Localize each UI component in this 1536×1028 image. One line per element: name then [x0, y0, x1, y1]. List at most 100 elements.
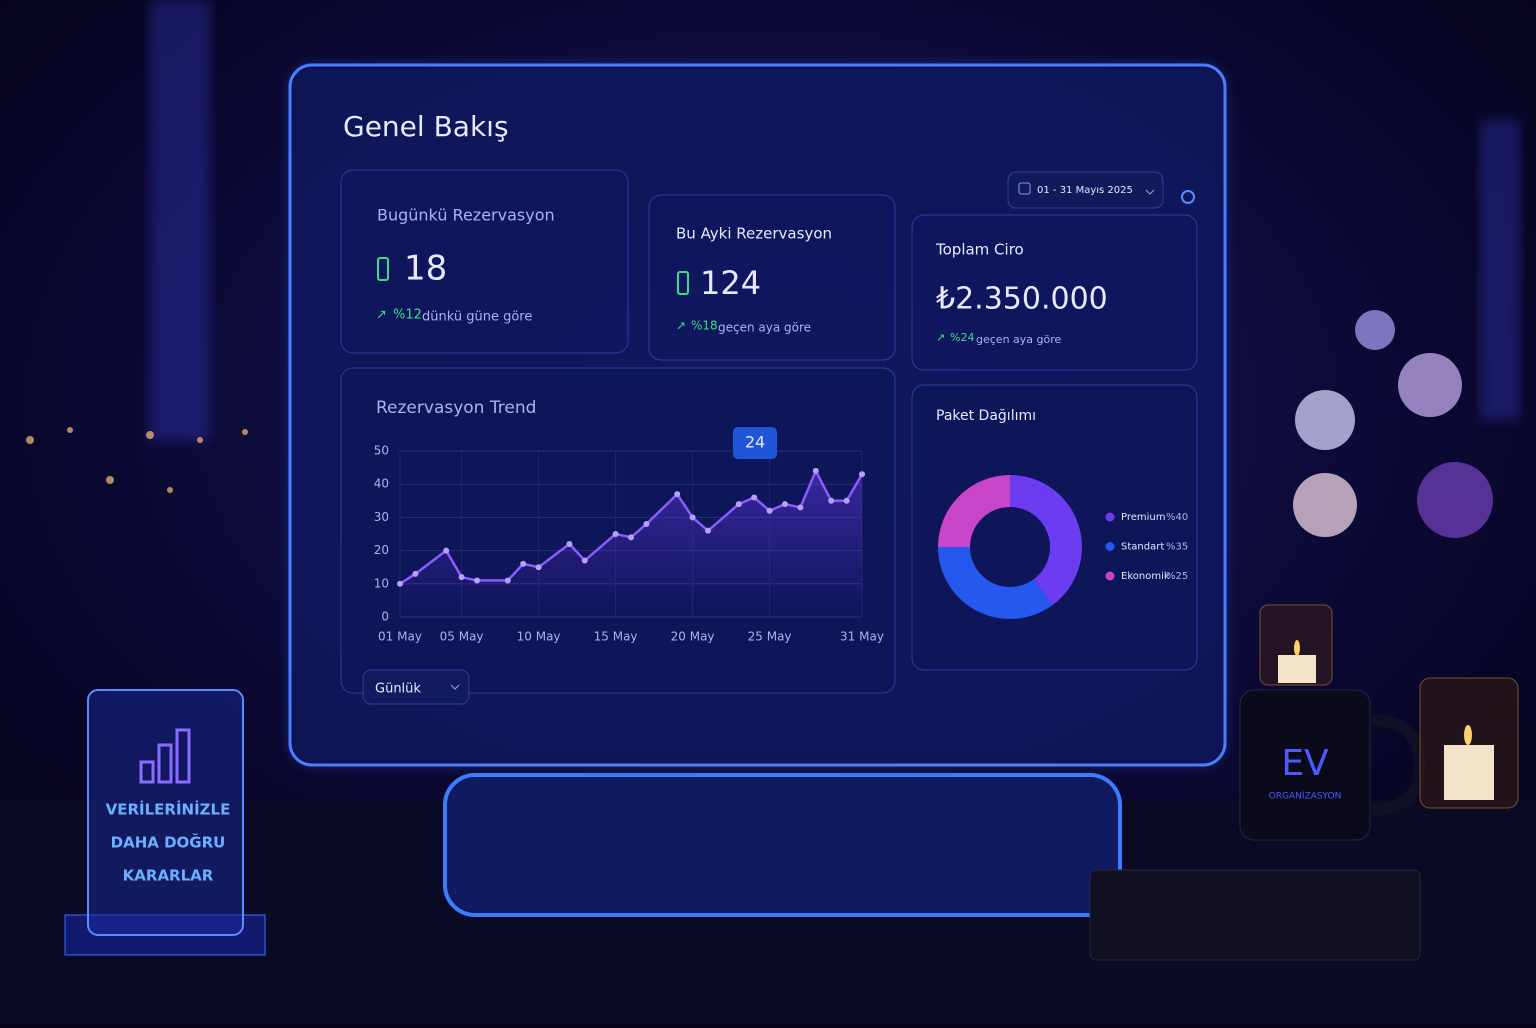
trend-arrow: ↗	[676, 319, 686, 333]
legend-swatch	[1105, 512, 1115, 522]
legend-value: %25	[1166, 571, 1188, 582]
bokeh	[26, 427, 248, 493]
point	[566, 540, 573, 547]
dropdown-label: Günlük	[375, 682, 421, 697]
legend-value: %40	[1166, 512, 1188, 523]
legend-value: %35	[1166, 542, 1188, 553]
y-tick-label: 0	[381, 610, 389, 624]
x-tick-label: 31 May	[840, 630, 884, 644]
point	[843, 497, 850, 504]
point	[612, 531, 619, 537]
donut-slice	[1010, 475, 1082, 606]
trend-arrow: ↗	[376, 308, 387, 323]
x-tick-label: 01 May	[378, 630, 422, 644]
kpi-change: %18	[691, 319, 718, 333]
point	[766, 507, 773, 514]
legend-swatch	[1105, 542, 1115, 551]
mug	[1239, 689, 1371, 841]
kpi-value: 124	[700, 264, 761, 302]
chevron	[1145, 189, 1155, 195]
point	[474, 577, 480, 584]
y-tick-label: 10	[374, 576, 389, 590]
kpi-value: ₺2.350.000	[936, 282, 1108, 317]
point	[797, 504, 804, 511]
kpi-icon	[377, 257, 389, 281]
dropdown[interactable]	[362, 669, 470, 705]
flame	[1464, 725, 1472, 745]
title: Genel Bakış	[343, 110, 509, 143]
point	[443, 547, 450, 554]
trend-arrow: ↗	[936, 331, 945, 344]
sign-text: VERİLERİNİZLE	[106, 800, 231, 819]
donut-slice	[938, 475, 1010, 547]
point	[705, 527, 711, 534]
kpi-note: geçen aya göre	[976, 333, 1062, 346]
kpi-card	[648, 194, 896, 361]
date-picker[interactable]	[1007, 171, 1164, 209]
kpi-label: Bu Ayki Rezervasyon	[676, 225, 832, 243]
sign-text: KARARLAR	[123, 867, 214, 885]
x-tick-label: 10 May	[517, 630, 561, 644]
sign	[87, 689, 244, 936]
point	[828, 497, 835, 504]
tooltip	[733, 427, 777, 459]
sign-text: DAHA DOĞRU	[111, 833, 226, 852]
y-tick-label: 40	[374, 477, 389, 491]
mug-logo: EV	[1281, 743, 1329, 784]
kpi-label: Toplam Ciro	[935, 241, 1024, 259]
settings-icon[interactable]	[1181, 190, 1195, 204]
x-tick-label: 20 May	[671, 630, 715, 644]
candle	[1444, 745, 1494, 800]
point	[397, 580, 403, 587]
kpi-note: geçen aya göre	[718, 321, 811, 335]
chevron	[450, 684, 460, 690]
stand	[443, 773, 1122, 917]
point	[412, 570, 419, 577]
point	[735, 501, 742, 508]
legend-label: Standart	[1121, 542, 1164, 553]
point	[458, 574, 465, 581]
chart-title: Rezervasyon Trend	[376, 398, 536, 418]
notebook	[1089, 869, 1421, 961]
calendar-icon	[1018, 182, 1031, 195]
kpi-card	[911, 214, 1198, 371]
point	[751, 494, 758, 501]
point	[535, 564, 542, 571]
point	[859, 471, 865, 478]
point	[643, 521, 650, 528]
light-beam	[1480, 120, 1520, 420]
candle	[1278, 655, 1316, 683]
y-tick-label: 50	[374, 444, 389, 458]
sign-icon	[139, 728, 191, 784]
flowers	[1293, 310, 1493, 538]
kpi-change: %24	[950, 331, 974, 344]
point	[581, 557, 588, 564]
x-tick-label: 05 May	[440, 630, 484, 644]
y-tick-label: 30	[374, 510, 389, 524]
x-tick-label: 15 May	[594, 630, 638, 644]
kpi-icon	[677, 271, 689, 295]
x-tick-label: 25 May	[748, 630, 792, 644]
chart-title: Paket Dağılımı	[936, 408, 1036, 424]
legend-label: Ekonomik	[1121, 571, 1170, 582]
y-tick-label: 20	[374, 543, 389, 557]
line-area	[400, 470, 862, 617]
flame	[1294, 640, 1300, 656]
point	[504, 577, 511, 584]
kpi-note: dünkü güne göre	[422, 310, 532, 325]
point	[520, 560, 527, 567]
tooltip-text: 24	[745, 433, 765, 452]
kpi-label: Bugünkü Rezervasyon	[377, 206, 555, 225]
donut-slice	[938, 547, 1053, 620]
kpi-card	[340, 169, 629, 354]
point	[812, 467, 819, 474]
date-range: 01 - 31 Mayıs 2025	[1037, 185, 1133, 196]
kpi-change: %12	[393, 308, 422, 323]
light-beam	[150, 0, 210, 440]
point	[689, 514, 696, 521]
legend-swatch	[1105, 571, 1115, 581]
point	[628, 534, 634, 541]
mug-text: ORGANİZASYON	[1269, 791, 1342, 802]
